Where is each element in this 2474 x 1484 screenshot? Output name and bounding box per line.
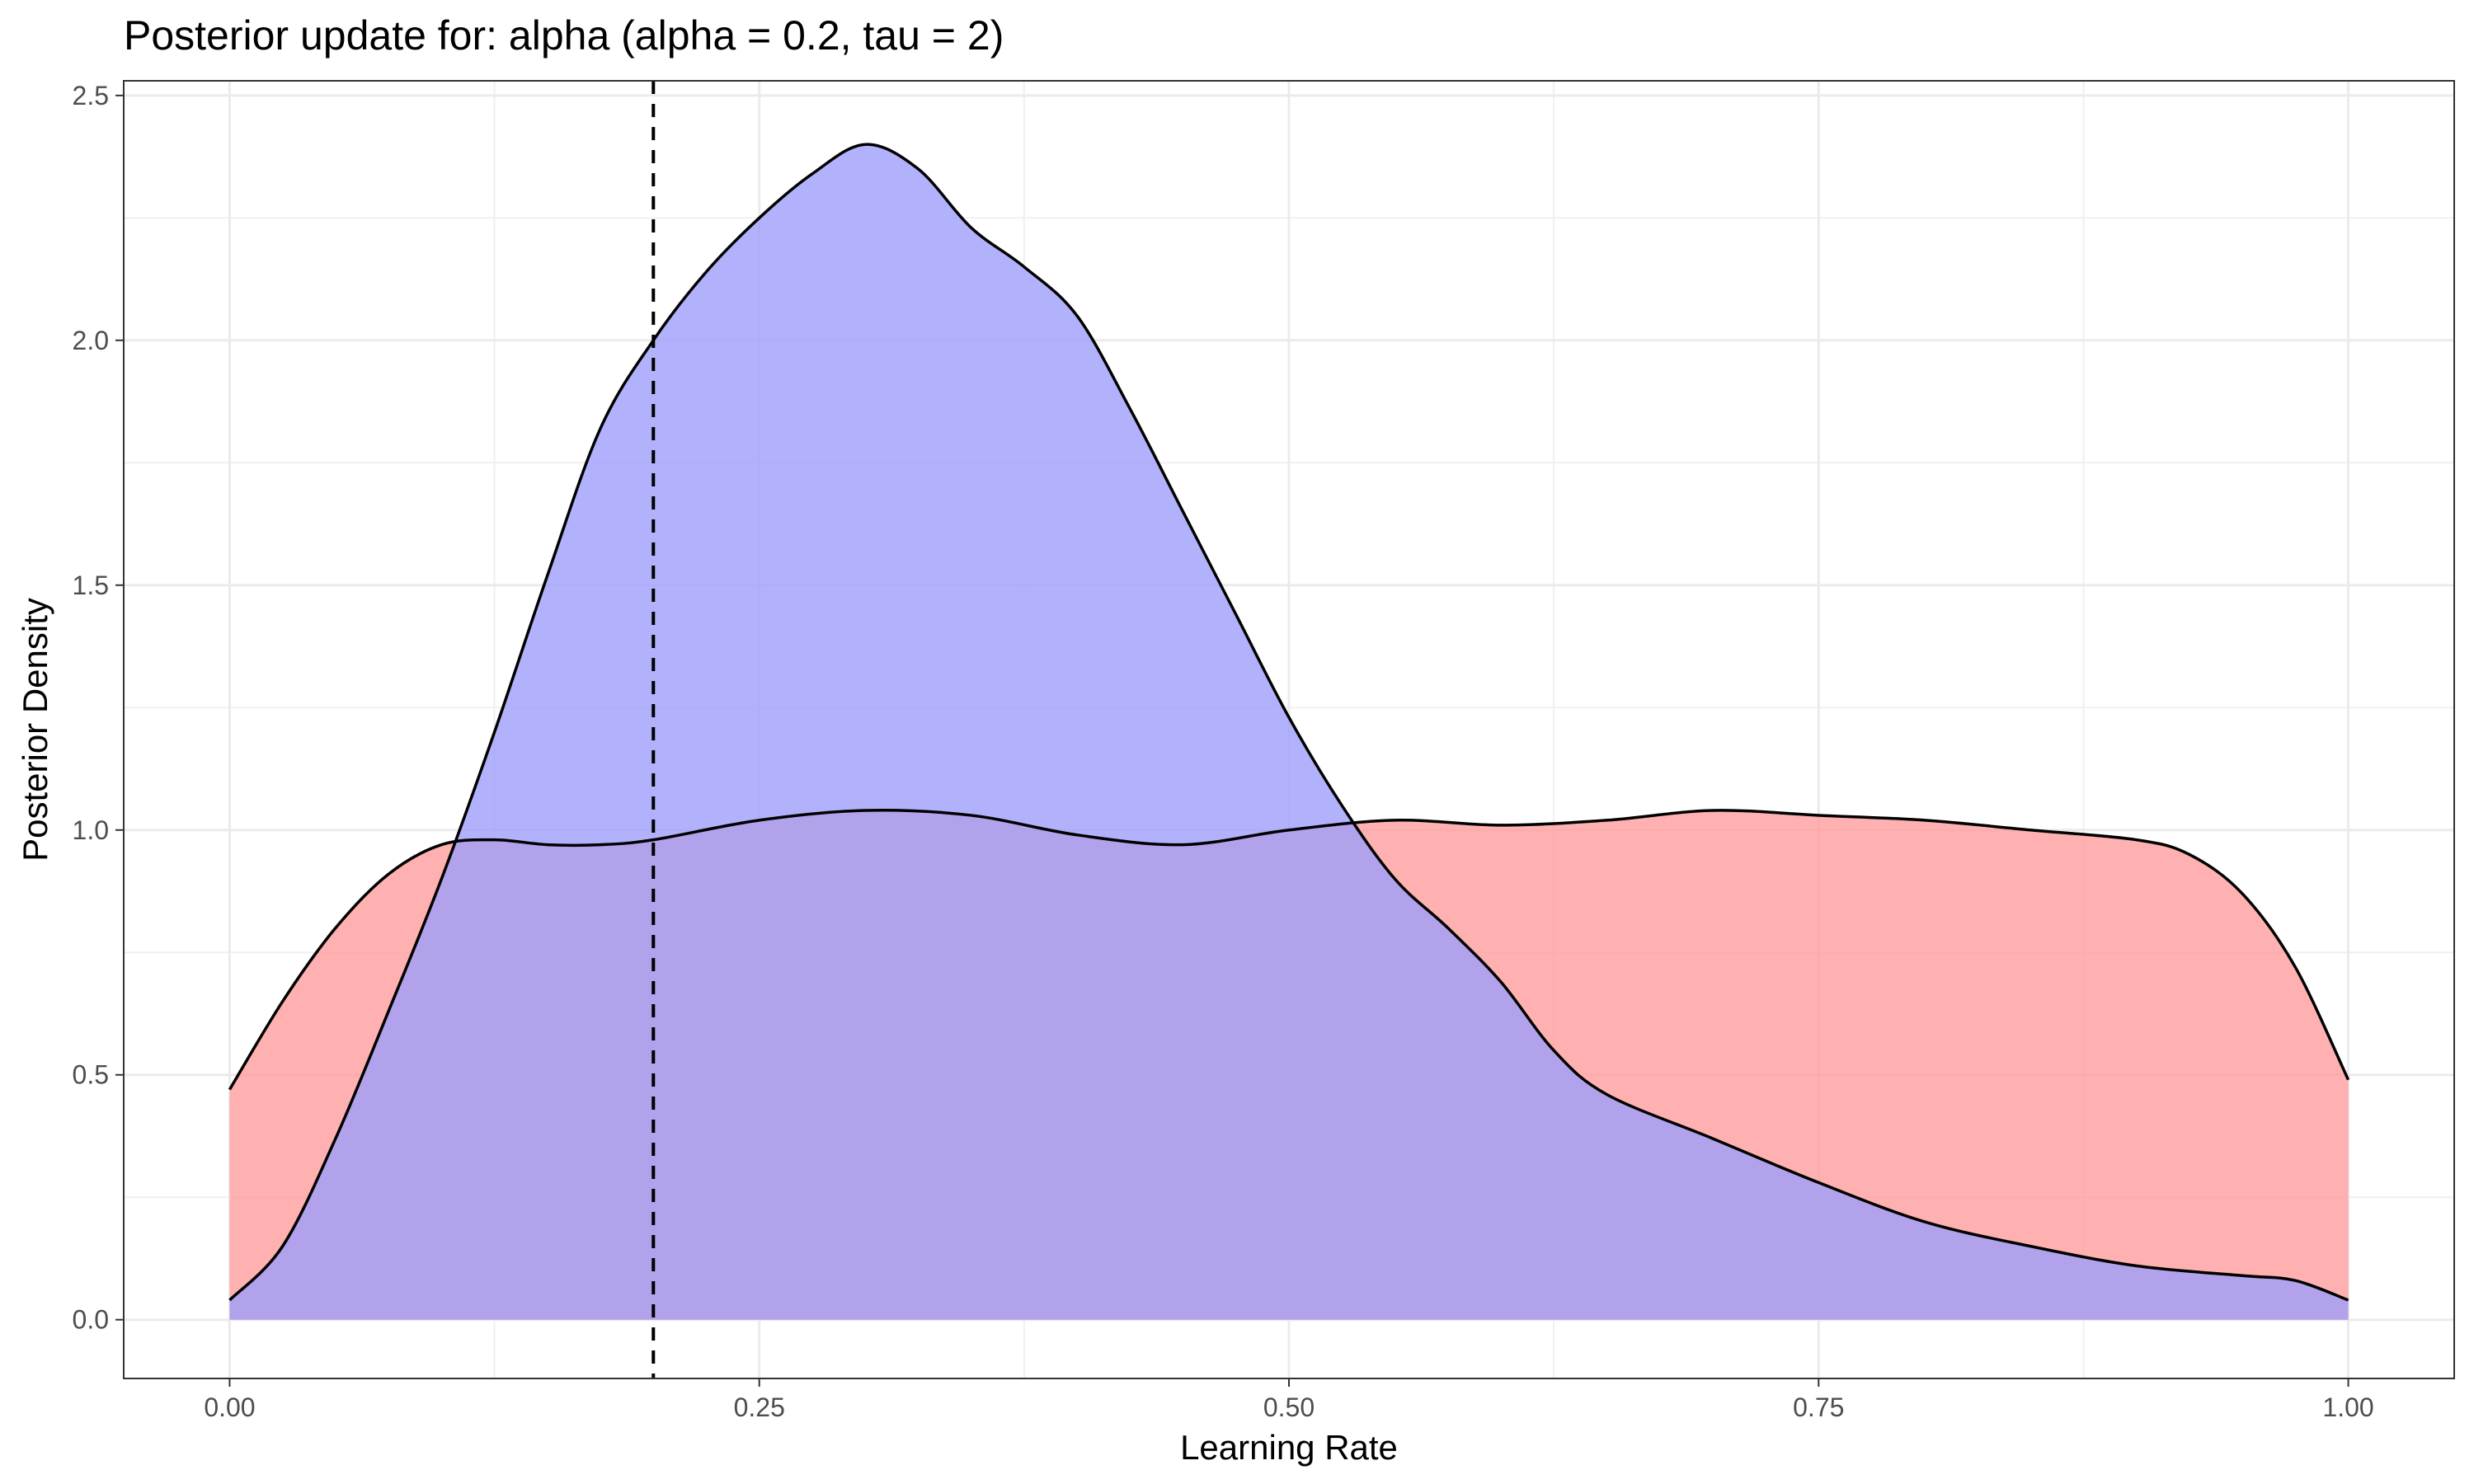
y-axis: 0.0 0.5 1.0 1.5 2.0 2.5 [73, 81, 124, 1335]
x-tick-label: 0.75 [1793, 1392, 1844, 1422]
y-tick-label: 2.0 [73, 326, 109, 355]
x-axis: 0.00 0.25 0.50 0.75 1.00 [204, 1378, 2374, 1422]
x-tick-label: 0.00 [204, 1392, 255, 1422]
chart-title: Posterior update for: alpha (alpha = 0.2… [124, 12, 1004, 59]
density-areas [229, 144, 2349, 1320]
y-tick-label: 0.0 [73, 1305, 109, 1335]
y-tick-label: 1.5 [73, 571, 109, 600]
density-line-1 [228, 809, 2350, 1091]
y-axis-title: Posterior Density [16, 598, 54, 862]
y-tick-label: 0.5 [73, 1060, 109, 1090]
x-axis-title: Learning Rate [1180, 1428, 1398, 1467]
x-tick-label: 0.25 [734, 1392, 785, 1422]
density-area-2 [229, 144, 2349, 1320]
density-lines [228, 143, 2350, 1302]
x-tick-label: 1.00 [2322, 1392, 2373, 1422]
y-tick-label: 1.0 [73, 815, 109, 845]
density-line-2 [228, 143, 2349, 1302]
x-tick-label: 0.50 [1263, 1392, 1315, 1422]
y-tick-label: 2.5 [73, 81, 109, 110]
